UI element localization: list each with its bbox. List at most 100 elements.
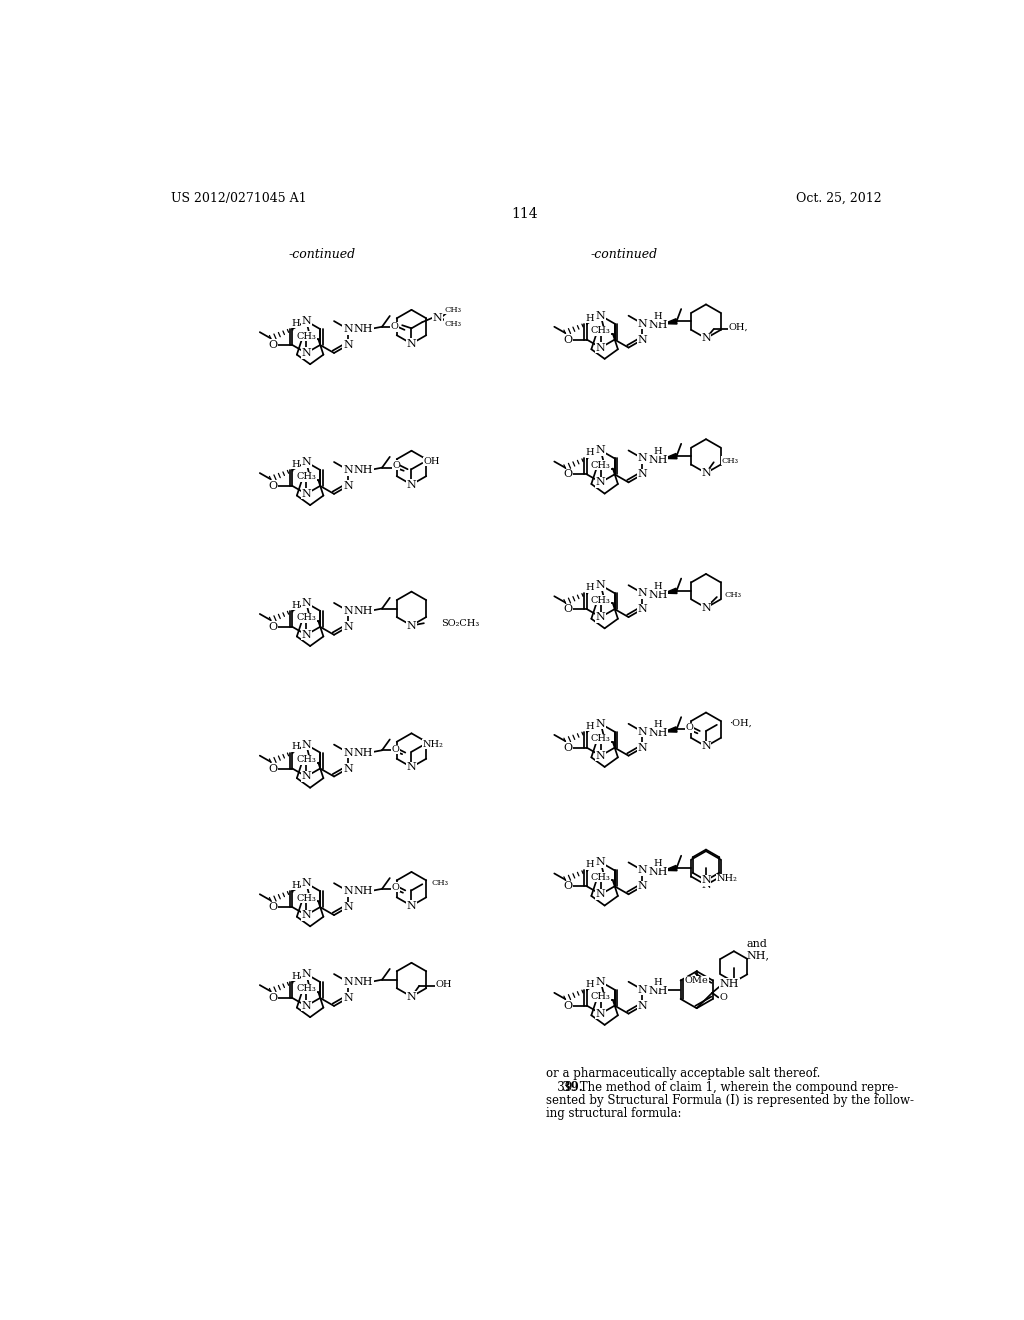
Text: N: N: [301, 771, 311, 781]
Text: N: N: [343, 886, 353, 896]
Text: N: N: [301, 739, 311, 750]
Text: N: N: [343, 747, 353, 758]
Text: CH₃: CH₃: [591, 461, 610, 470]
Text: N: N: [301, 909, 311, 920]
Text: or a pharmaceutically acceptable salt thereof.: or a pharmaceutically acceptable salt th…: [547, 1067, 821, 1080]
Text: O: O: [719, 993, 727, 1002]
Text: H: H: [291, 459, 300, 469]
Text: N: N: [343, 763, 353, 774]
Text: CH₃: CH₃: [296, 331, 316, 341]
Text: H: H: [653, 978, 663, 987]
Text: NH: NH: [353, 465, 373, 475]
Text: N: N: [301, 315, 311, 326]
Text: N: N: [407, 991, 417, 1002]
Text: N: N: [701, 742, 711, 751]
Text: N: N: [701, 875, 711, 886]
Polygon shape: [665, 589, 677, 594]
Text: N: N: [701, 603, 711, 612]
Text: CH₃: CH₃: [296, 985, 316, 994]
Text: NH: NH: [353, 325, 373, 334]
Text: NH: NH: [353, 606, 373, 616]
Text: H: H: [291, 319, 300, 327]
Text: O: O: [391, 883, 399, 892]
Text: N: N: [638, 454, 647, 463]
Text: N: N: [596, 612, 605, 622]
Text: OMe: OMe: [685, 975, 709, 985]
Text: and: and: [746, 939, 767, 949]
Text: N: N: [343, 902, 353, 912]
Text: NH: NH: [353, 977, 373, 987]
Text: N: N: [638, 605, 647, 614]
Text: N: N: [343, 341, 353, 350]
Text: -continued: -continued: [288, 248, 355, 261]
Text: CH₃: CH₃: [296, 755, 316, 764]
Text: O: O: [686, 723, 693, 733]
Text: O: O: [268, 622, 278, 632]
Text: OH: OH: [423, 457, 440, 466]
Text: N: N: [638, 743, 647, 752]
Text: O: O: [268, 902, 278, 912]
Text: O: O: [563, 882, 572, 891]
Text: N: N: [343, 465, 353, 475]
Text: H: H: [653, 313, 663, 321]
Polygon shape: [665, 454, 677, 459]
Text: sented by Structural Formula (I) is represented by the follow-: sented by Structural Formula (I) is repr…: [547, 1094, 914, 1107]
Text: N: N: [301, 969, 311, 979]
Text: NH: NH: [353, 886, 373, 896]
Text: N: N: [701, 469, 711, 478]
Text: CH₃: CH₃: [296, 473, 316, 482]
Text: Oct. 25, 2012: Oct. 25, 2012: [796, 191, 882, 205]
Text: CH₃: CH₃: [591, 595, 610, 605]
Text: H: H: [291, 972, 300, 981]
Text: O: O: [268, 993, 278, 1003]
Text: H: H: [291, 880, 300, 890]
Text: H: H: [291, 742, 300, 751]
Text: N: N: [596, 890, 605, 899]
Text: N: N: [407, 620, 417, 631]
Text: N: N: [343, 480, 353, 491]
Text: N: N: [343, 977, 353, 987]
Polygon shape: [665, 866, 677, 871]
Text: H: H: [653, 447, 663, 455]
Polygon shape: [665, 318, 677, 323]
Text: N: N: [433, 313, 442, 322]
Text: N: N: [596, 977, 605, 987]
Text: O: O: [268, 480, 278, 491]
Text: N: N: [407, 762, 417, 772]
Text: SO₂CH₃: SO₂CH₃: [441, 619, 479, 628]
Text: N: N: [596, 478, 605, 487]
Text: NH₂: NH₂: [717, 874, 737, 883]
Text: NH: NH: [720, 978, 739, 989]
Text: N: N: [301, 630, 311, 640]
Text: N: N: [596, 751, 605, 760]
Text: CH₃: CH₃: [432, 879, 449, 887]
Text: H: H: [653, 859, 663, 869]
Text: H: H: [586, 979, 594, 989]
Text: O: O: [563, 1001, 572, 1011]
Text: NH: NH: [648, 867, 668, 876]
Text: NH: NH: [648, 729, 668, 738]
Text: N: N: [701, 334, 711, 343]
Text: N: N: [638, 318, 647, 329]
Text: 39. The method of claim 1, wherein the compound repre-: 39. The method of claim 1, wherein the c…: [547, 1081, 899, 1094]
Text: -continued: -continued: [591, 248, 657, 261]
Text: N: N: [638, 985, 647, 995]
Text: N: N: [407, 339, 417, 348]
Text: CH₃: CH₃: [444, 319, 462, 327]
Text: H: H: [586, 861, 594, 870]
Text: N: N: [596, 310, 605, 321]
Text: H: H: [586, 314, 594, 322]
Text: N: N: [301, 598, 311, 609]
Text: O: O: [563, 334, 572, 345]
Text: O: O: [391, 744, 399, 754]
Text: O: O: [392, 461, 400, 470]
Text: 114: 114: [511, 207, 539, 220]
Text: NH: NH: [648, 590, 668, 599]
Text: O: O: [268, 341, 278, 350]
Text: ing structural formula:: ing structural formula:: [547, 1107, 682, 1121]
Text: N: N: [343, 993, 353, 1003]
Text: O: O: [563, 743, 572, 752]
Text: N: N: [638, 866, 647, 875]
Text: NH: NH: [648, 986, 668, 997]
Text: NH,: NH,: [746, 950, 769, 961]
